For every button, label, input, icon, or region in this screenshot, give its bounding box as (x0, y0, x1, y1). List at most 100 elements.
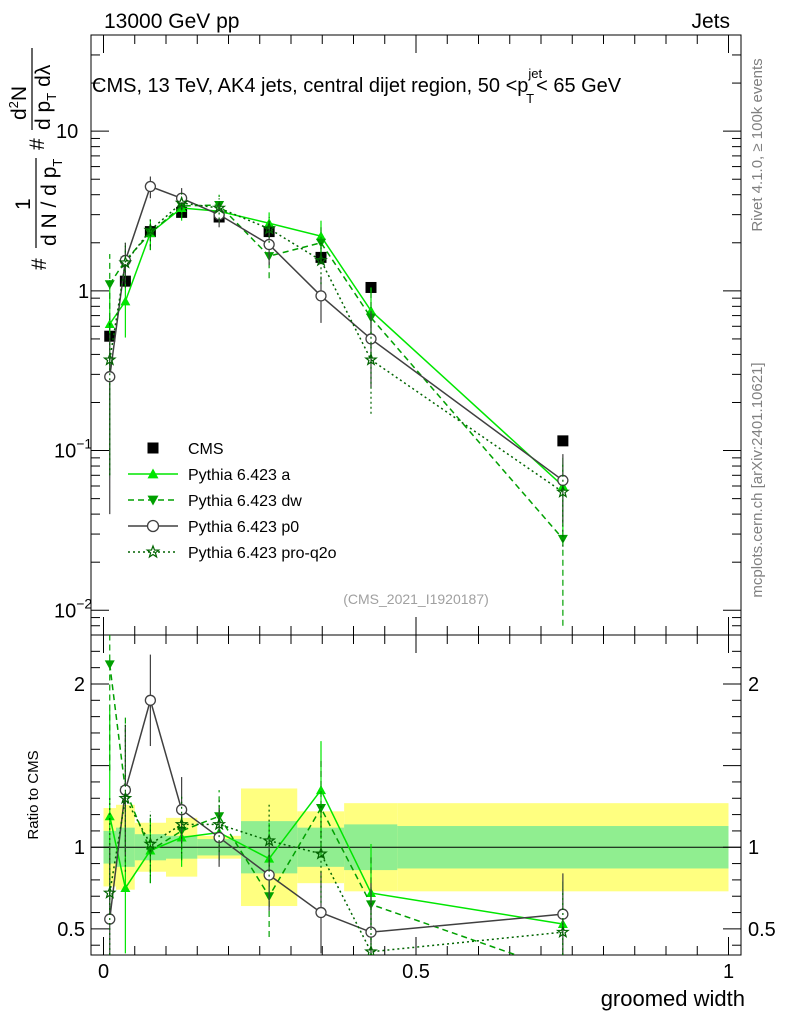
ratio-frame (90, 634, 742, 956)
series-ratio-group (102, 724, 570, 955)
point-ratio (120, 883, 131, 893)
xtick-label: 1 (723, 961, 734, 983)
ratio-ylabel: Ratio to CMS (25, 750, 42, 839)
point-ratio (143, 836, 158, 850)
main-ytick-exp: −2 (76, 595, 92, 611)
ratio-ytick-label-left: 0.5 (57, 919, 85, 941)
ratio-ytick-label-right: 0.5 (748, 919, 776, 941)
ylabel-den: d N / d pT (38, 159, 65, 246)
legend-item-4: Pythia 6.423 pro-q2o (128, 544, 337, 562)
point-ratio (314, 846, 328, 860)
point-main (315, 290, 327, 302)
legend-marker (146, 519, 160, 533)
ylabel-hash2: # (26, 138, 49, 150)
point-main (120, 296, 131, 306)
legend-item-2: Pythia 6.423 dw (128, 493, 302, 510)
series-0 (104, 206, 569, 447)
point-ratio (212, 817, 227, 831)
point-main (118, 255, 133, 269)
series-line-main (109, 204, 564, 540)
legend-label: Pythia 6.423 p0 (188, 519, 299, 536)
mcplots-label: mcplots.cern.ch [arXiv:2401.10621] (749, 362, 766, 597)
ratio-ytick-label-right: 2 (748, 674, 759, 696)
series-line-main (109, 207, 564, 487)
point-ratio (104, 811, 115, 821)
point-main (557, 534, 568, 544)
point-main (314, 253, 328, 267)
point-ratio (316, 804, 326, 814)
ylabel-num-n: N (8, 86, 31, 101)
point-ratio (102, 885, 117, 899)
legend-item-3: Pythia 6.423 p0 (128, 519, 299, 536)
ylabel-num-sup: 2 (6, 101, 21, 108)
series-4 (102, 192, 570, 955)
xtick-label: 0.5 (402, 961, 430, 983)
legend-item-1: Pythia 6.423 a (128, 467, 290, 484)
chart-title-sub: T (526, 91, 534, 106)
ylabel-den-text: d N / d p (38, 167, 61, 246)
xtick-label: 0 (98, 961, 109, 983)
point-ratio (315, 906, 327, 919)
point-main (104, 371, 116, 383)
ylabel-den2-text: d p (32, 101, 55, 130)
legend-label: CMS (188, 441, 224, 458)
point-ratio (104, 660, 115, 670)
ratio-ytick-label-left: 2 (74, 674, 85, 696)
ratio-axis-ticks: 0.5 0.5 1 1 2 2 (57, 650, 776, 946)
series-layer (102, 176, 570, 955)
ratio-ytick-label-left: 1 (74, 837, 85, 859)
series-line-main (109, 185, 564, 482)
point-ratio (364, 944, 378, 955)
ylabel-hash1: # (28, 258, 51, 270)
point-ratio (118, 791, 133, 805)
point-main (364, 352, 378, 366)
point-main (143, 222, 158, 237)
point-main (144, 180, 157, 193)
ylabel-den2-sub: T (44, 93, 59, 101)
main-ytick-label: 10−1 (54, 436, 92, 463)
legend-marker (147, 495, 159, 506)
point-main (174, 195, 189, 209)
legend-item-0: CMS (147, 441, 224, 458)
cms-point (557, 435, 569, 447)
ylabel-num-d: d (8, 108, 31, 120)
series-line-ratio (109, 795, 563, 953)
legend-marker (147, 442, 159, 454)
legend-marker (145, 544, 161, 559)
main-ytick-base: 1 (78, 281, 89, 303)
chart-title-sup: jet (527, 66, 542, 81)
main-axis-ticks: 10−2 10−1 1 10 (54, 34, 741, 636)
point-ratio (175, 804, 188, 816)
header-left: 13000 GeV pp (104, 10, 239, 33)
legend-label: Pythia 6.423 dw (188, 493, 302, 510)
legend-label: Pythia 6.423 pro-q2o (188, 545, 337, 562)
point-ratio (365, 926, 377, 938)
chart-title-end: < 65 GeV (536, 75, 622, 97)
ratio-ytick-label-right: 1 (748, 837, 759, 859)
point-main (263, 238, 275, 251)
main-ytick-label: 1 (78, 281, 89, 303)
point-main (212, 200, 227, 214)
main-ytick-label: 10−2 (54, 595, 92, 622)
legend-label: Pythia 6.423 a (188, 467, 290, 484)
point-ratio (144, 694, 157, 706)
rivet-label: Rivet 4.1.0, ≥ 100k events (749, 58, 766, 231)
ylabel-den2: d pTdλ (32, 64, 59, 130)
point-main (102, 352, 117, 366)
point-ratio (174, 817, 189, 831)
legend-marker (147, 468, 159, 479)
point-main (316, 231, 326, 241)
x-axis-ticks: 0 0.5 1 (98, 35, 734, 983)
point-ratio (316, 785, 326, 795)
chart-title-main: CMS, 13 TeV, AK4 jets, central dijet reg… (92, 75, 528, 97)
analysis-watermark: (CMS_2021_I1920187) (343, 591, 489, 607)
series-line-main (109, 202, 564, 493)
ylabel-den-sub: T (50, 159, 65, 167)
header-right: Jets (691, 10, 730, 33)
ylabel-dlambda: dλ (32, 64, 55, 87)
legend: CMS Pythia 6.423 a Pythia 6.423 dw Pythia 6… (128, 441, 337, 562)
point-main (365, 333, 377, 345)
ylabel-num: d2N (6, 86, 31, 120)
main-ytick-base: 10 (54, 600, 76, 622)
